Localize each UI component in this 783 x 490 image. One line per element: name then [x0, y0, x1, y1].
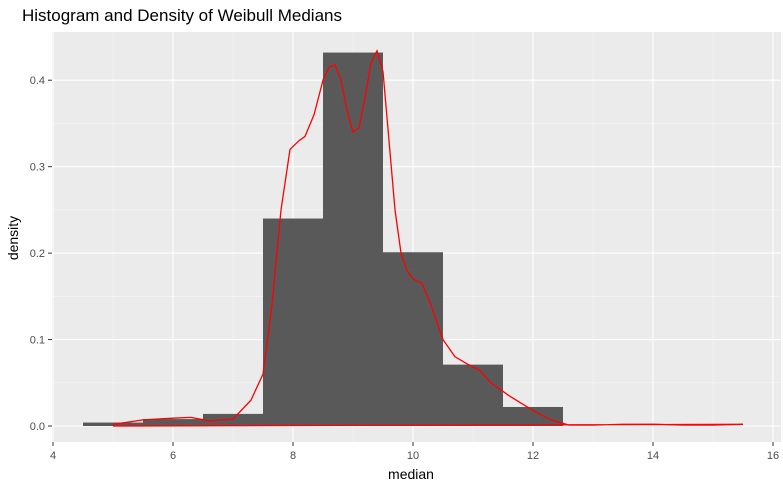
histogram-bar — [323, 52, 383, 427]
chart-title: Histogram and Density of Weibull Medians — [22, 6, 342, 25]
x-tick-label: 6 — [170, 450, 176, 462]
y-tick-label: 0.3 — [30, 162, 45, 174]
y-axis-title: density — [5, 216, 21, 260]
histogram-bar — [263, 218, 323, 426]
histogram-bar — [503, 406, 563, 426]
x-tick-label: 8 — [290, 450, 296, 462]
histogram-bar — [143, 419, 203, 426]
y-axis-ticks: 0.0 0.1 0.2 0.3 0.4 — [30, 75, 52, 433]
histogram-bar — [443, 364, 503, 426]
histogram-bar — [383, 252, 443, 426]
x-tick-label: 4 — [50, 450, 56, 462]
x-tick-label: 10 — [407, 450, 419, 462]
x-tick-label: 12 — [527, 450, 539, 462]
x-tick-label: 14 — [647, 450, 659, 462]
y-tick-label: 0.0 — [30, 421, 45, 433]
density-curve — [112, 49, 744, 427]
x-tick-label: 16 — [767, 450, 779, 462]
x-axis-title: median — [388, 466, 434, 482]
x-axis-ticks: 4 6 8 10 12 14 16 — [50, 442, 779, 462]
y-tick-label: 0.2 — [30, 248, 45, 260]
y-tick-label: 0.4 — [30, 75, 45, 87]
histogram-bar — [203, 413, 263, 426]
histogram-bars — [83, 52, 563, 427]
y-tick-label: 0.1 — [30, 335, 45, 347]
